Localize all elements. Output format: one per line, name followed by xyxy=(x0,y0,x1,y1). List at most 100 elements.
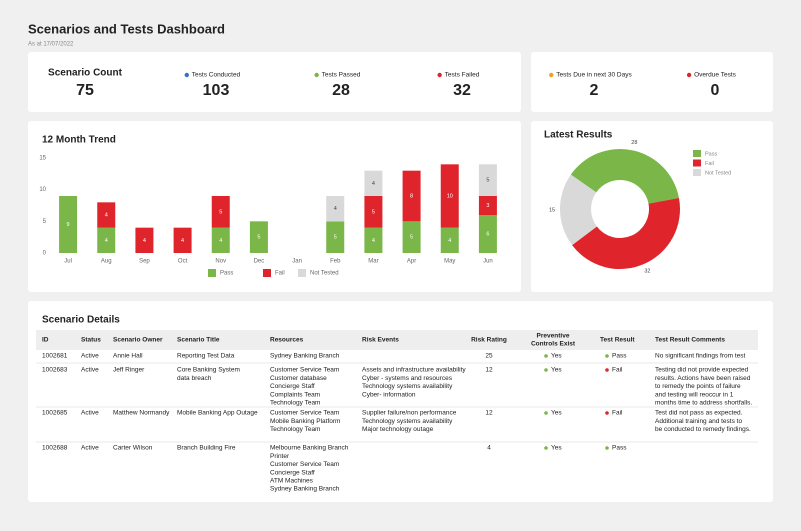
table-cell: Active xyxy=(81,445,99,452)
status-dot xyxy=(605,411,609,415)
kpi-dot xyxy=(314,72,319,78)
data-label: 28 xyxy=(631,140,637,146)
table-cell: Sydney Banking Branch xyxy=(270,353,340,360)
table-cell: Yes xyxy=(551,353,562,360)
table-cell: Yes xyxy=(551,367,562,374)
column-header: Test Result Comments xyxy=(655,337,725,344)
y-tick-label: 10 xyxy=(39,187,46,193)
table-cell: Fail xyxy=(612,367,623,374)
page-title: Scenarios and Tests Dashboard xyxy=(28,21,225,36)
column-header: ID xyxy=(42,337,49,344)
kpi-label: Tests Due in next 30 Days xyxy=(556,72,632,79)
status-dot xyxy=(605,354,609,358)
legend-label: Fail xyxy=(275,271,285,277)
kpi-card xyxy=(531,52,773,112)
status-dot xyxy=(605,446,609,450)
bar-segment xyxy=(440,164,459,228)
column-header: Controls Exist xyxy=(531,341,576,348)
bar-label: 10 xyxy=(447,193,453,199)
x-tick-label: Jul xyxy=(64,259,72,265)
kpi-value: 2 xyxy=(590,82,599,99)
table-cell: Core Banking System xyxy=(177,367,240,374)
table-cell: Active xyxy=(81,353,99,360)
bar-label: 4 xyxy=(105,212,108,218)
bar-segment xyxy=(364,227,383,253)
table-cell: Carter Wilson xyxy=(113,445,153,452)
bar-label: 4 xyxy=(181,238,184,244)
table-cell: Melbourne Banking Branch xyxy=(270,445,349,452)
bar-segment xyxy=(364,196,383,228)
legend-swatch xyxy=(693,169,701,176)
table-header-bg xyxy=(36,330,758,350)
bar-segment xyxy=(440,227,459,253)
bar-segment xyxy=(478,164,497,196)
column-header: Preventive xyxy=(537,333,570,340)
bar-label: 5 xyxy=(486,178,489,184)
x-tick-label: Jan xyxy=(292,259,302,265)
kpi-label: Overdue Tests xyxy=(694,72,737,79)
table-cell: ATM Machines xyxy=(270,478,314,485)
table-cell: months time to address shortfalls. xyxy=(655,400,752,407)
kpi-value: 0 xyxy=(711,82,720,99)
table-cell: Additional training and tests to xyxy=(655,418,742,425)
column-header: Status xyxy=(81,337,101,344)
bar-segment xyxy=(364,170,383,196)
bar-segment xyxy=(326,221,345,253)
kpi-label: Tests Conducted xyxy=(192,72,241,79)
table-cell: Cyber - systems and resources xyxy=(362,375,453,382)
x-tick-label: Sep xyxy=(139,259,150,265)
table-cell: Testing did not provide expected xyxy=(655,367,749,374)
column-header: Scenario Owner xyxy=(113,337,163,344)
table-cell: 12 xyxy=(485,410,493,417)
legend-label: Pass xyxy=(220,271,233,277)
legend-swatch xyxy=(263,269,271,277)
x-tick-label: May xyxy=(444,259,455,265)
bar-label: 6 xyxy=(486,231,489,237)
kpi-dot xyxy=(184,72,189,78)
table-cell: Major technology outage xyxy=(362,426,434,433)
kpi-value: 32 xyxy=(453,82,471,99)
bar-label: 4 xyxy=(334,206,337,212)
donut-segment xyxy=(570,148,679,204)
x-tick-label: Oct xyxy=(178,259,188,265)
table-cell: Complaints Team xyxy=(270,391,320,398)
table-cell: 1002683 xyxy=(42,367,68,374)
table-cell: Fail xyxy=(612,410,623,417)
status-dot xyxy=(544,354,548,358)
table-cell: Assets and infrastructure availability xyxy=(362,367,466,374)
kpi-card xyxy=(28,52,521,112)
table-cell: Active xyxy=(81,410,99,417)
table-cell: Yes xyxy=(551,410,562,417)
table-cell: Customer Service Team xyxy=(270,410,339,417)
legend-label: Fail xyxy=(705,161,714,167)
bar-label: 3 xyxy=(486,203,489,209)
table-cell: Branch Building Fire xyxy=(177,445,236,452)
x-tick-label: Mar xyxy=(368,259,378,265)
legend-label: Not Tested xyxy=(310,271,339,277)
table-cell: Printer xyxy=(270,453,290,460)
legend-swatch xyxy=(298,269,306,277)
status-dot xyxy=(605,368,609,372)
kpi-value: 28 xyxy=(332,82,350,99)
table-cell: Customer Service Team xyxy=(270,461,339,468)
kpi-label: Scenario Count xyxy=(48,68,123,79)
bar-label: 4 xyxy=(143,238,146,244)
bar-segment xyxy=(478,215,497,253)
column-header: Scenario Title xyxy=(177,337,220,344)
y-tick-label: 15 xyxy=(39,156,46,162)
table-cell: 12 xyxy=(485,367,493,374)
table-cell: Concierge Staff xyxy=(270,469,315,476)
table-cell: 4 xyxy=(487,445,491,452)
bar-segment xyxy=(326,196,345,222)
table-cell: Test did not pass as expected. xyxy=(655,410,743,417)
status-dot xyxy=(544,368,548,372)
bar-label: 5 xyxy=(219,209,222,215)
table-cell: to remedy the points of failure xyxy=(655,383,741,390)
data-label: 32 xyxy=(644,269,650,275)
column-header: Test Result xyxy=(600,337,635,344)
kpi-dot xyxy=(549,72,554,78)
legend-swatch xyxy=(693,150,701,157)
kpi-dot xyxy=(437,72,442,78)
table-cell: No significant findings from test xyxy=(655,353,746,360)
bar-label: 4 xyxy=(372,238,375,244)
